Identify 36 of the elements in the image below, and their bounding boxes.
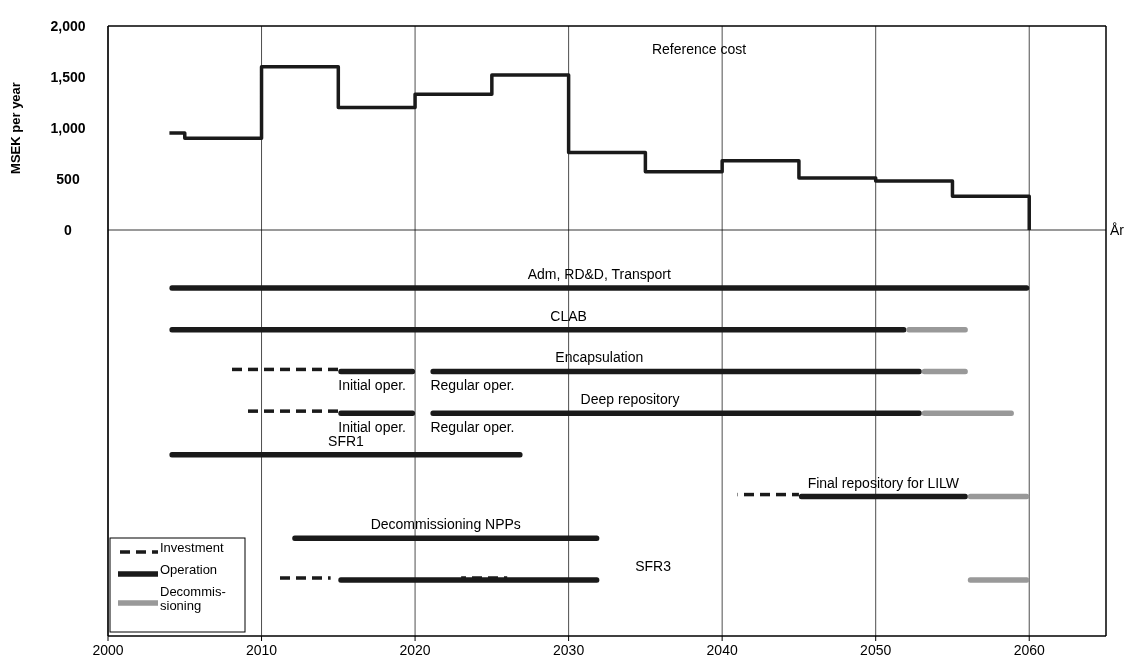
y-axis-title: MSEK per year	[8, 82, 23, 174]
x-tick-label: 2010	[245, 642, 278, 658]
y-tick-label: 1,500	[50, 68, 86, 85]
y-tick-label: 2,000	[50, 17, 86, 34]
x-tick-label: 2000	[92, 642, 124, 658]
legend-label: Decommis- sioning	[160, 584, 226, 613]
x-tick-label: 2060	[1013, 642, 1046, 658]
bar	[169, 326, 907, 333]
bar	[292, 535, 600, 542]
bar	[967, 493, 1030, 500]
category-label: SFR3	[635, 558, 671, 574]
annotation: Regular oper.	[430, 377, 515, 394]
x-tick-label: 2040	[706, 642, 738, 658]
y-tick-label: 0	[64, 221, 73, 238]
legend-label: Operation	[160, 562, 218, 577]
x-axis-title: År	[1110, 221, 1125, 238]
y-tick-label: 500	[56, 170, 80, 187]
bar	[921, 410, 1014, 416]
y-tick-label: 1,000	[50, 119, 86, 136]
bar	[921, 368, 968, 375]
bar	[169, 452, 523, 458]
bar	[906, 326, 968, 333]
annotation: Initial oper.	[338, 377, 407, 394]
bar	[338, 577, 600, 583]
legend-label: Investment	[160, 540, 224, 555]
x-tick-label: 2050	[860, 642, 892, 658]
annotation: Reference cost	[651, 41, 747, 57]
bar	[430, 410, 922, 416]
x-tick-label: 2030	[553, 642, 585, 658]
x-tick-label: 2020	[399, 642, 431, 658]
category-label: Deep repository	[580, 391, 680, 408]
bar	[169, 285, 1030, 291]
bar	[430, 368, 922, 375]
category-label: Decommissioning NPPs	[370, 516, 521, 533]
bar	[967, 577, 1030, 583]
annotation: Regular oper.	[430, 419, 515, 436]
